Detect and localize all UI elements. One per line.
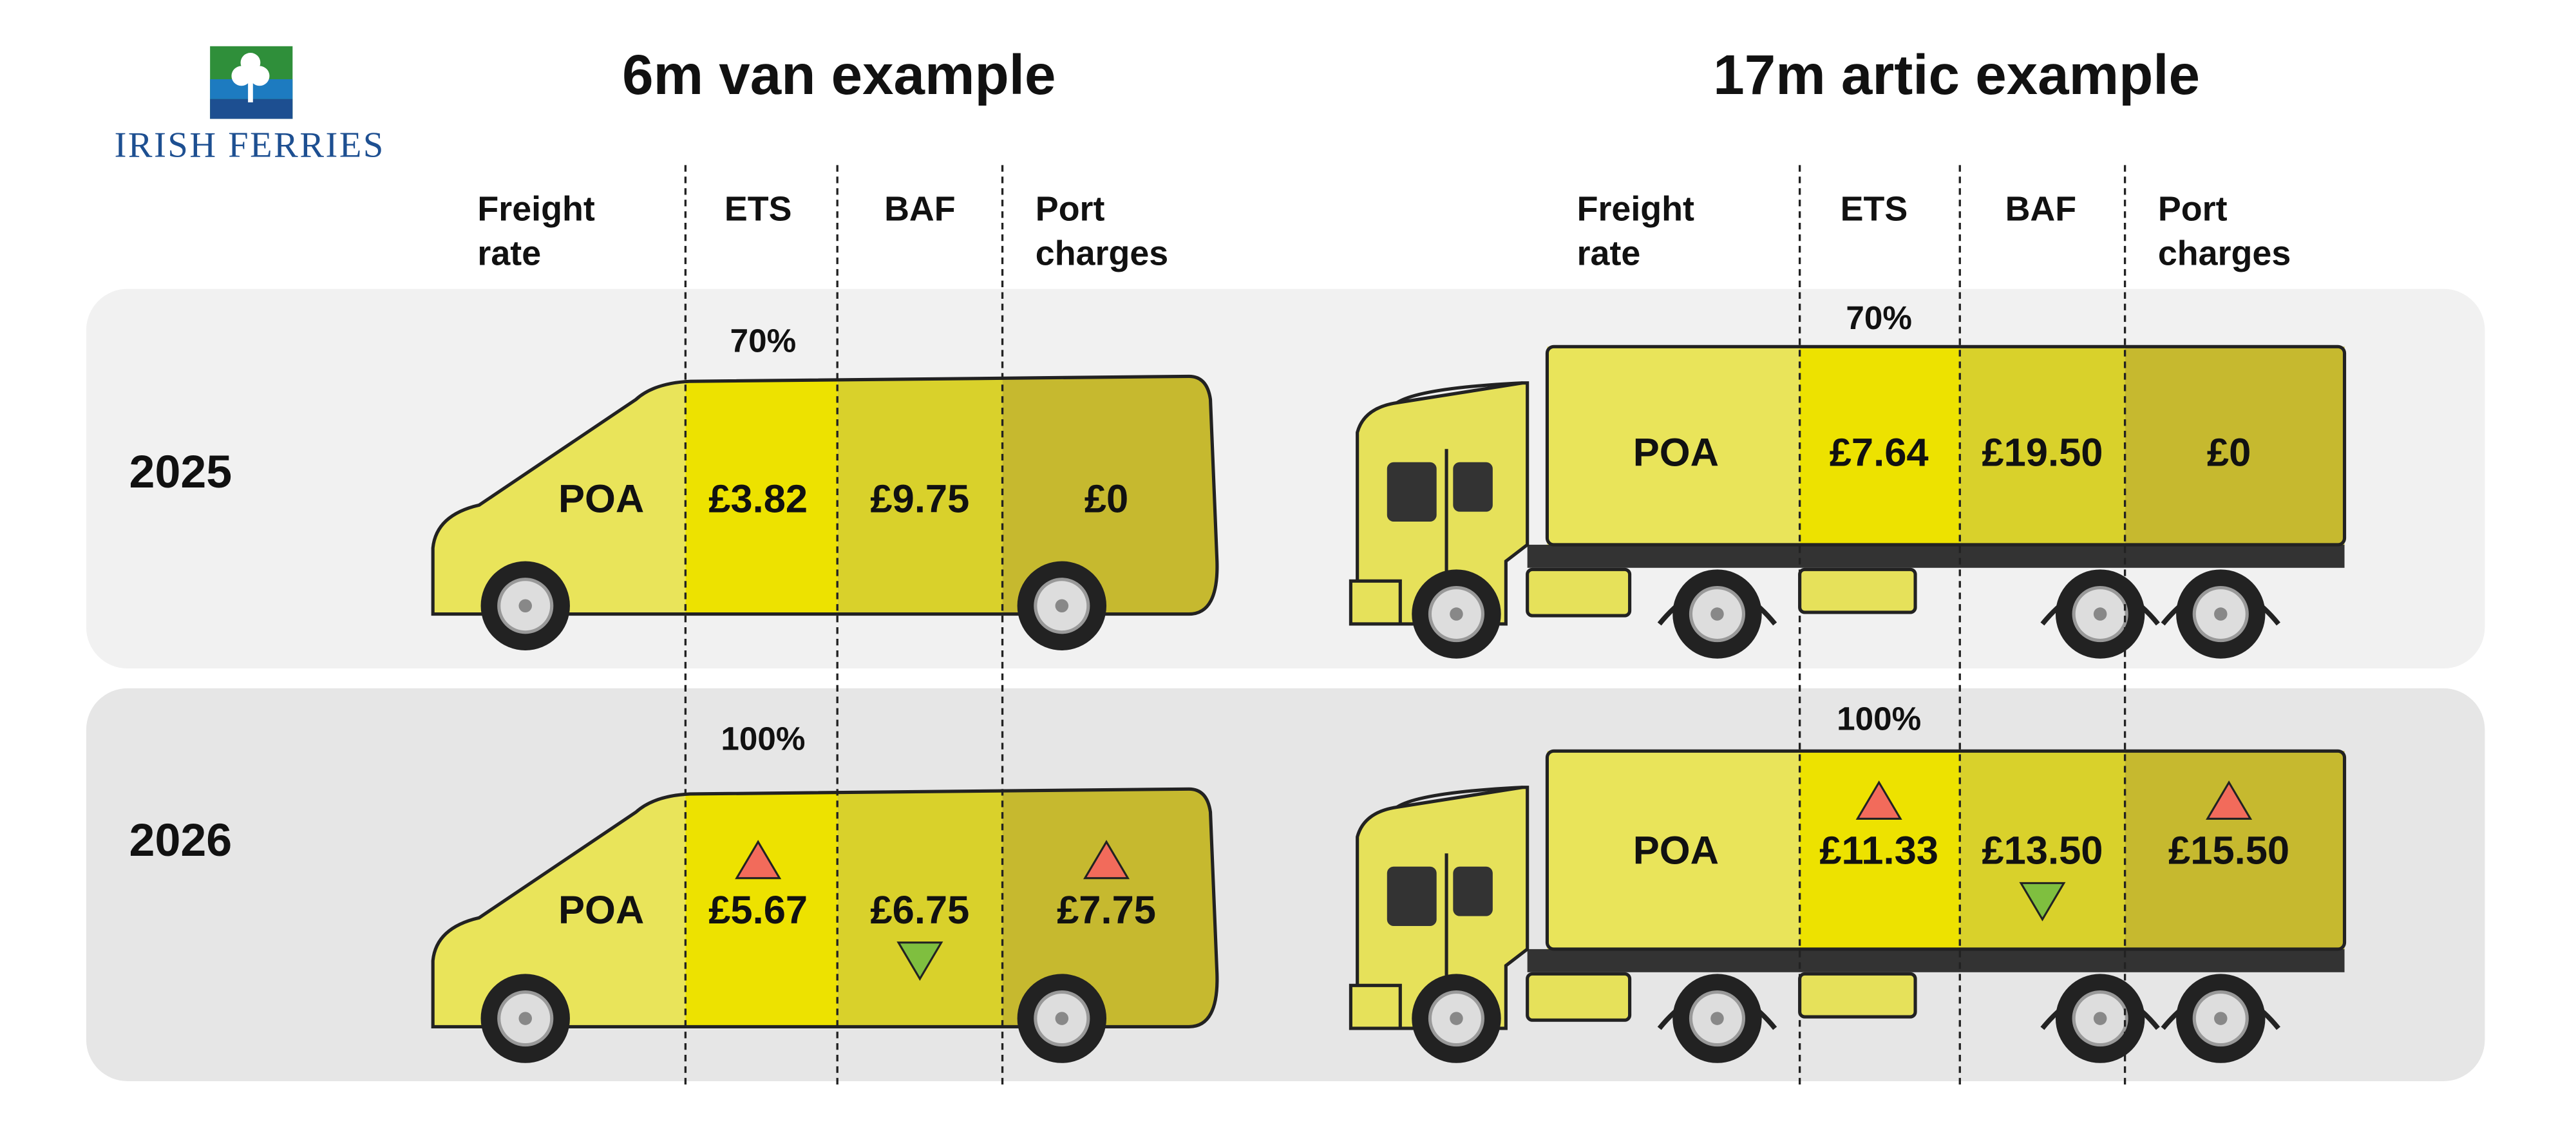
van-outline: [431, 374, 1219, 616]
cell-value: £19.50: [1982, 431, 2103, 475]
hub-center: [1710, 607, 1724, 621]
cell-value: £11.33: [1819, 828, 1938, 873]
hub-center: [2214, 1012, 2228, 1025]
bumper: [1349, 579, 1402, 626]
logo-flag: [210, 46, 293, 119]
cell-value: POA: [558, 477, 644, 521]
column-header: ETS: [1841, 189, 1908, 228]
chassis: [1527, 544, 2345, 568]
truck: [1349, 749, 2347, 1063]
cab: [1356, 786, 1530, 1030]
window: [1387, 462, 1437, 522]
trailer-outline: [1545, 345, 2347, 547]
hub-center: [2093, 1012, 2107, 1025]
trailer-segment: [1799, 346, 1960, 545]
hub-center: [1450, 607, 1463, 621]
column-header: Freight: [477, 189, 594, 228]
column-header: charges: [1036, 234, 1168, 273]
cell-value: £5.67: [708, 888, 808, 932]
hub-center: [518, 1012, 532, 1025]
cab-roof: [1396, 786, 1523, 809]
hub-center: [2214, 607, 2228, 621]
van: [431, 374, 1219, 650]
cell-value: £13.50: [1982, 828, 2103, 873]
hub-center: [1055, 599, 1069, 612]
trailer-segment: [2125, 346, 2345, 545]
van-segment: [837, 789, 1003, 1027]
hub-center: [2093, 607, 2107, 621]
column-header: ETS: [724, 189, 792, 228]
cab-roof: [1396, 381, 1523, 404]
cell-value: £6.75: [870, 888, 969, 932]
hub-center: [1450, 1012, 1463, 1025]
cell-value: £9.75: [870, 477, 969, 521]
fuel-tank: [1526, 972, 1632, 1022]
column-header: Port: [1036, 189, 1105, 228]
hub-center: [518, 599, 532, 612]
year-label: 2025: [129, 446, 232, 498]
bumper: [1349, 983, 1402, 1030]
ets-share: 70%: [1846, 299, 1912, 336]
arrow-up: [1083, 840, 1130, 880]
column-header: BAF: [884, 189, 956, 228]
truck: [1349, 345, 2347, 659]
window: [1387, 866, 1437, 927]
arrow-up: [1855, 780, 1902, 820]
arrow-down: [2019, 882, 2066, 921]
chassis: [1527, 949, 2345, 972]
trailer-segment: [1547, 751, 1800, 949]
year-label: 2026: [129, 815, 232, 866]
window: [1453, 866, 1493, 916]
cell-value: £7.64: [1830, 431, 1929, 475]
column-header: Port: [2158, 189, 2228, 228]
window: [1453, 462, 1493, 512]
van: [431, 787, 1219, 1063]
panel-title: 6m van example: [622, 44, 1056, 106]
cab: [1356, 381, 1530, 626]
cell-value: £0: [2207, 431, 2251, 475]
hub-center: [1710, 1012, 1724, 1025]
ets-share: 100%: [1837, 701, 1921, 737]
arrow-down: [896, 941, 943, 981]
column-header: charges: [2158, 234, 2291, 273]
column-header: Freight: [1577, 189, 1694, 228]
trailer-outline: [1545, 749, 2347, 951]
cell-value: POA: [558, 888, 644, 932]
arrow-up: [735, 840, 782, 880]
trailer-box: [1798, 567, 1917, 614]
hub-center: [1055, 1012, 1069, 1025]
fuel-tank: [1526, 567, 1632, 618]
ets-share: 100%: [721, 720, 805, 757]
trailer-segment: [1960, 346, 2125, 545]
van-segment: [685, 789, 838, 1027]
van-segment: [685, 376, 838, 614]
column-header: rate: [1577, 234, 1641, 273]
van-segment: [837, 376, 1003, 614]
arrow-up: [2206, 780, 2253, 820]
column-header: BAF: [2005, 189, 2077, 228]
cell-value: £7.75: [1057, 888, 1156, 932]
cell-value: £0: [1084, 477, 1128, 521]
cell-value: POA: [1633, 431, 1719, 475]
logo-text: IRISH FERRIES: [115, 126, 385, 165]
ets-share: 70%: [730, 323, 797, 359]
panel-title: 17m artic example: [1713, 44, 2200, 106]
column-header: rate: [477, 234, 541, 273]
van-outline: [431, 787, 1219, 1028]
cell-value: £3.82: [708, 477, 808, 521]
cell-value: £15.50: [2168, 828, 2289, 873]
trailer-box: [1798, 972, 1917, 1019]
cell-value: POA: [1633, 828, 1719, 873]
trailer-segment: [1547, 346, 1800, 545]
trailer-segment: [2125, 751, 2345, 949]
